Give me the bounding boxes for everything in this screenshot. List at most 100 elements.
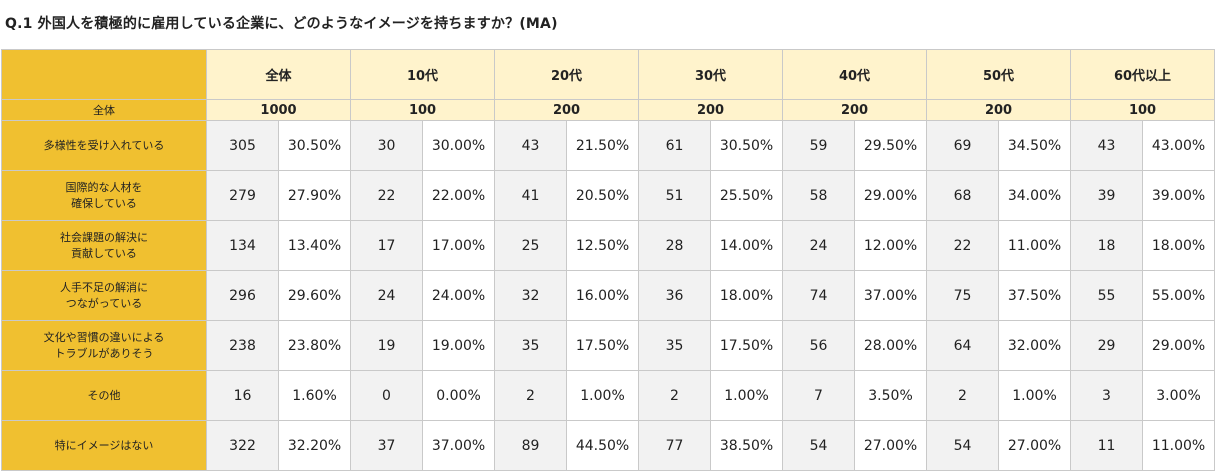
count-cell: 30 [350,120,424,171]
column-header: 60代以上 [1070,49,1215,100]
percent-cell: 0.00% [422,370,496,421]
count-cell: 19 [350,320,424,371]
table-row: 多様性を受け入れている 305 30.50% 30 30.00% 43 21.50% 61 30… [1,120,1215,171]
percent-cell: 55.00% [1142,270,1215,321]
percent-cell: 21.50% [566,120,640,171]
row-label-line: 特にイメージはない [54,438,154,452]
percent-cell: 3.50% [854,370,928,421]
percent-cell: 17.00% [422,220,496,271]
percent-cell: 44.50% [566,420,640,471]
percent-cell: 29.60% [277,270,352,321]
count-cell: 11 [1070,420,1144,471]
percent-cell: 20.50% [566,170,640,221]
row-label-line: 文化や習慣の違いによる [43,330,165,344]
count-cell: 305 [206,120,279,171]
row-label: 文化や習慣の違いによる トラブルがありそう [1,320,207,371]
percent-cell: 23.80% [277,320,352,371]
percent-cell: 30.00% [422,120,496,171]
count-cell: 2 [494,370,568,421]
count-cell: 35 [638,320,712,371]
percent-cell: 32.00% [998,320,1072,371]
count-cell: 36 [638,270,712,321]
base-count: 200 [782,99,928,121]
count-cell: 43 [1070,120,1144,171]
percent-cell: 14.00% [710,220,784,271]
percent-cell: 28.00% [854,320,928,371]
column-header: 30代 [638,49,784,100]
percent-cell: 37.00% [422,420,496,471]
percent-cell: 18.00% [1142,220,1215,271]
count-cell: 61 [638,120,712,171]
count-cell: 54 [926,420,1000,471]
percent-cell: 29.50% [854,120,928,171]
table-row: 社会課題の解決に 貢献している 134 13.40% 17 17.00% 25 12.50% 2… [1,220,1215,271]
count-cell: 39 [1070,170,1144,221]
percent-cell: 17.50% [566,320,640,371]
percent-cell: 22.00% [422,170,496,221]
count-cell: 24 [782,220,856,271]
percent-cell: 18.00% [710,270,784,321]
question-title: Q.1 外国人を積極的に雇用している企業に、どのようなイメージを持ちますか？(M… [5,16,558,32]
count-cell: 24 [350,270,424,321]
count-cell: 2 [926,370,1000,421]
row-label-line: トラブルがありそう [54,346,154,360]
count-cell: 16 [206,370,279,421]
count-cell: 279 [206,170,279,221]
count-cell: 238 [206,320,279,371]
header-row: 全体 10代 20代 30代 40代 50代 60代以上 [1,49,1215,100]
percent-cell: 1.00% [566,370,640,421]
percent-cell: 43.00% [1142,120,1215,171]
row-label: 国際的な人材を 確保している [1,170,207,221]
count-cell: 17 [350,220,424,271]
column-header: 10代 [350,49,496,100]
count-cell: 2 [638,370,712,421]
percent-cell: 30.50% [277,120,352,171]
count-cell: 22 [926,220,1000,271]
count-cell: 89 [494,420,568,471]
percent-cell: 37.50% [998,270,1072,321]
percent-cell: 38.50% [710,420,784,471]
base-count: 100 [1070,99,1215,121]
percent-cell: 27.90% [277,170,352,221]
base-count: 200 [494,99,640,121]
row-label-line: 貢献している [71,246,137,260]
table-row: 国際的な人材を 確保している 279 27.90% 22 22.00% 41 20.50% 51… [1,170,1215,221]
percent-cell: 24.00% [422,270,496,321]
percent-cell: 12.50% [566,220,640,271]
count-cell: 7 [782,370,856,421]
corner-cell [1,49,207,100]
percent-cell: 3.00% [1142,370,1215,421]
percent-cell: 19.00% [422,320,496,371]
base-count: 200 [638,99,784,121]
percent-cell: 1.00% [998,370,1072,421]
count-cell: 29 [1070,320,1144,371]
row-label: 多様性を受け入れている [1,120,207,171]
count-cell: 296 [206,270,279,321]
column-header: 50代 [926,49,1072,100]
percent-cell: 39.00% [1142,170,1215,221]
base-row: 全体 1000 100 200 200 200 200 100 [1,99,1215,121]
percent-cell: 17.50% [710,320,784,371]
percent-cell: 11.00% [998,220,1072,271]
count-cell: 28 [638,220,712,271]
percent-cell: 32.20% [277,420,352,471]
count-cell: 0 [350,370,424,421]
percent-cell: 1.60% [277,370,352,421]
percent-cell: 29.00% [1142,320,1215,371]
table-row: 人手不足の解消に つながっている 296 29.60% 24 24.00% 32 16.00%… [1,270,1215,321]
count-cell: 75 [926,270,1000,321]
base-count: 200 [926,99,1072,121]
base-count: 1000 [205,99,352,121]
percent-cell: 1.00% [710,370,784,421]
count-cell: 64 [926,320,1000,371]
base-count: 100 [350,99,496,121]
count-cell: 322 [206,420,279,471]
results-table: 全体 10代 20代 30代 40代 50代 60代以上 全体 1000 100 200 200 200… [1,49,1215,471]
count-cell: 41 [494,170,568,221]
column-header: 全体 [205,49,352,100]
table-row: その他 16 1.60% 0 0.00% 2 1.00% 2 1.00% 7 3.50% 2 1.00%… [1,370,1215,421]
count-cell: 22 [350,170,424,221]
row-label: 特にイメージはない [1,420,207,471]
table-row: 文化や習慣の違いによる トラブルがありそう 238 23.80% 19 19.00% 35 1… [1,320,1215,371]
percent-cell: 16.00% [566,270,640,321]
